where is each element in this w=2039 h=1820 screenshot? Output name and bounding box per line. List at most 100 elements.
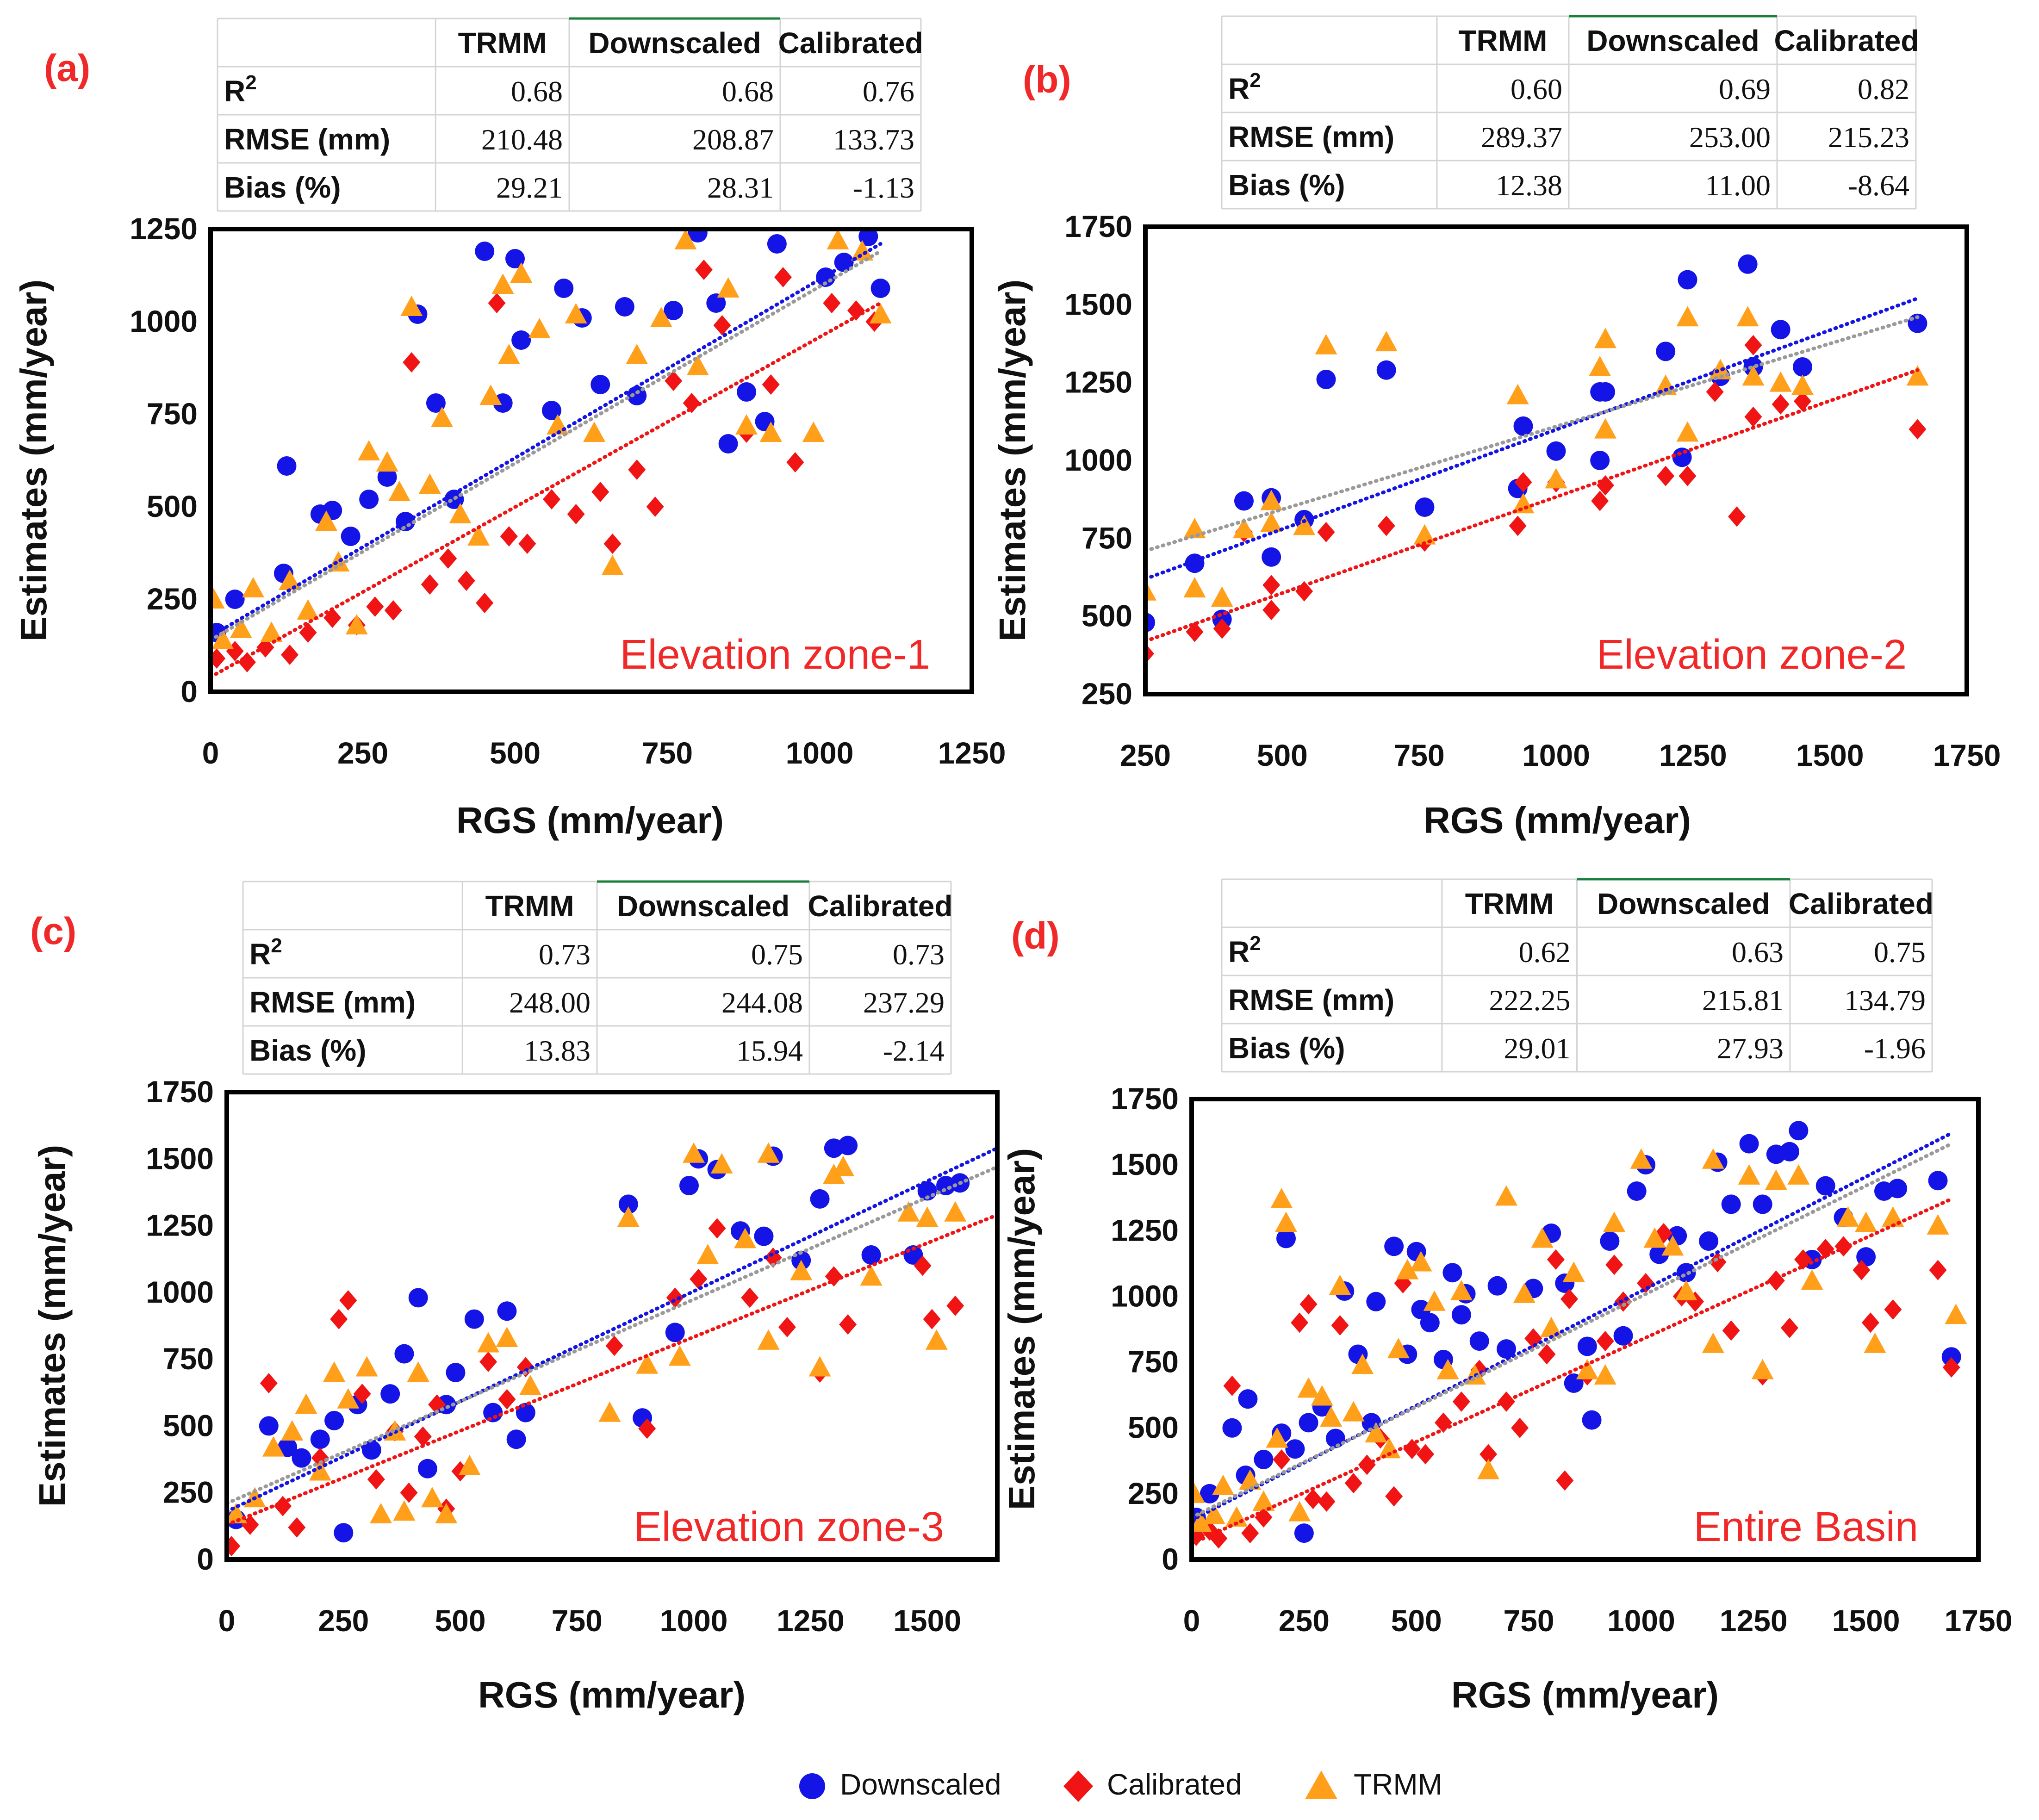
- downscaled-point: [497, 1301, 517, 1321]
- trmm-point: [717, 277, 740, 298]
- trmm-point: [735, 414, 758, 435]
- downscaled-point: [1316, 369, 1336, 389]
- trmm-point: [1506, 384, 1529, 404]
- legend-calibrated-label: Calibrated: [1107, 1768, 1242, 1801]
- trmm-point: [1603, 1211, 1626, 1232]
- trmm-point: [1589, 356, 1611, 376]
- trmm-point: [242, 577, 265, 597]
- x-tick-label: 500: [435, 1603, 485, 1638]
- trmm-point: [1288, 1501, 1311, 1522]
- calibrated-point: [605, 1335, 623, 1356]
- x-tick-label: 0: [218, 1603, 236, 1638]
- trmm-point: [1864, 1332, 1886, 1353]
- downscaled-point: [754, 1226, 774, 1246]
- table-header: TRMM: [1459, 24, 1548, 57]
- trmm-point: [1837, 1206, 1859, 1227]
- trmm-point: [1192, 1482, 1205, 1503]
- trmm-point: [1576, 1359, 1598, 1379]
- downscaled-point: [861, 1245, 881, 1265]
- calibrated-point: [1637, 1273, 1655, 1293]
- y-tick-label: 0: [197, 1542, 214, 1576]
- trmm-point: [388, 481, 410, 501]
- downscaled-trendline: [1192, 1131, 1953, 1522]
- downscaled-point: [1285, 1439, 1305, 1459]
- table-cell: 253.00: [1689, 121, 1771, 154]
- downscaled-point: [516, 1403, 535, 1422]
- calibrated-point: [1299, 1294, 1318, 1315]
- table-cell: 0.73: [893, 938, 945, 971]
- calibrated-point: [1538, 1344, 1556, 1365]
- calibrated-point: [1511, 1417, 1529, 1438]
- trmm-point: [1192, 1511, 1212, 1532]
- calibrated-point: [603, 534, 622, 554]
- table-cell: 237.29: [863, 986, 945, 1019]
- trmm-point: [1183, 518, 1206, 539]
- legend-downscaled-marker: [799, 1773, 825, 1799]
- trmm-point: [1513, 1282, 1535, 1303]
- downscaled-point: [1415, 497, 1435, 517]
- table-cell: 0.73: [539, 938, 591, 971]
- calibrated-point: [400, 1482, 418, 1503]
- downscaled-point: [475, 242, 495, 261]
- trmm-point: [1266, 1427, 1288, 1448]
- trmm-point: [759, 422, 782, 442]
- legend-calibrated-marker: [1063, 1770, 1093, 1802]
- table-cell: 29.01: [1504, 1032, 1571, 1065]
- calibrated-point: [1377, 516, 1395, 536]
- calibrated-point: [414, 1426, 432, 1447]
- calibrated-point: [713, 315, 731, 335]
- trmm-point: [1293, 515, 1316, 535]
- trmm-point: [1855, 1211, 1877, 1232]
- calibrated-trendline: [211, 301, 883, 679]
- calibrated-point: [479, 1351, 497, 1372]
- table-cell: 208.87: [692, 123, 774, 156]
- trmm-point: [617, 1206, 640, 1227]
- trmm-point: [944, 1201, 967, 1222]
- calibrated-point: [518, 534, 536, 554]
- trmm-point: [281, 1420, 304, 1441]
- downscaled-point: [737, 382, 757, 402]
- trmm-point: [1351, 1354, 1374, 1374]
- downscaled-point: [1442, 1263, 1462, 1283]
- trmm-point: [1320, 1406, 1343, 1427]
- trmm-point: [327, 551, 350, 571]
- downscaled-point: [1513, 416, 1533, 436]
- downscaled-point: [1600, 1231, 1620, 1251]
- trmm-point: [467, 525, 490, 546]
- trmm-point: [601, 555, 624, 575]
- downscaled-point: [277, 456, 297, 476]
- calibrated-point: [646, 497, 664, 517]
- table-header: Downscaled: [1586, 24, 1759, 57]
- trmm-point: [1145, 580, 1156, 601]
- trmm-point: [1676, 306, 1699, 327]
- downscaled-point: [541, 401, 561, 420]
- downscaled-point: [394, 1344, 414, 1364]
- table-cell: 0.68: [722, 75, 774, 108]
- trmm-point: [1260, 511, 1283, 532]
- trmm-point: [1375, 331, 1398, 352]
- data-points: [227, 1136, 970, 1557]
- x-axis-title: RGS (mm/year): [1451, 1674, 1719, 1715]
- y-tick-label: 250: [163, 1475, 214, 1509]
- downscaled-point: [1276, 1229, 1296, 1249]
- trmm-point: [1562, 1261, 1585, 1282]
- y-tick-label: 1000: [1111, 1279, 1179, 1313]
- x-tick-label: 1000: [786, 736, 854, 770]
- trmm-point: [370, 1503, 392, 1523]
- calibrated-point: [1591, 491, 1609, 511]
- trmm-point: [1252, 1490, 1275, 1511]
- trmm-point: [279, 570, 301, 590]
- downscaled-point: [679, 1176, 699, 1195]
- data-points: [1145, 254, 1929, 664]
- trmm-point: [832, 1155, 854, 1176]
- trmm-point: [925, 1329, 948, 1350]
- trmm-trendline: [1145, 315, 1920, 553]
- trmm-point: [650, 307, 672, 327]
- trmm-point: [400, 296, 423, 316]
- downscaled-point: [1928, 1171, 1948, 1191]
- calibrated-point: [1794, 391, 1811, 412]
- trmm-point: [345, 614, 368, 634]
- x-axis-title: RGS (mm/year): [1424, 800, 1691, 841]
- downscaled-point: [310, 1429, 330, 1449]
- downscaled-point: [426, 393, 446, 413]
